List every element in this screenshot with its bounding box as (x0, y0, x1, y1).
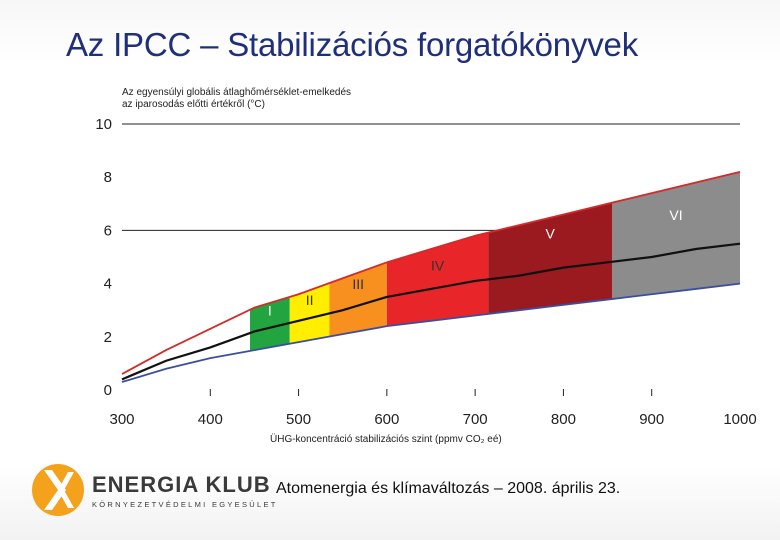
x-tick-label-700: 700 (463, 411, 488, 428)
band-III (329, 262, 387, 337)
y-tick-label-6: 6 (104, 222, 112, 239)
band-label-I: I (268, 303, 272, 319)
logo-subtitle: KÖRNYEZETVÉDELMI EGYESÜLET (92, 500, 278, 509)
chart-panel: Az egyensúlyi globális átlaghőmérséklet-… (84, 76, 762, 454)
band-IV (386, 232, 489, 327)
stabilization-chart: Az egyensúlyi globális átlaghőmérséklet-… (95, 87, 756, 445)
x-tick-label-400: 400 (198, 411, 223, 428)
y-axis-label-line2: az iparosodás előtti értékről (°C) (122, 99, 265, 110)
series-line-best-estimate (121, 242, 741, 381)
band-II (289, 283, 330, 344)
x-axis-label: ÜHG-koncentráció stabilizációs szint (pp… (270, 433, 502, 445)
energia-klub-logo-icon (32, 464, 84, 516)
x-tick-label-800: 800 (551, 411, 576, 428)
y-tick-label-0: 0 (104, 382, 112, 399)
band-V (488, 202, 612, 314)
y-tick-label-2: 2 (104, 329, 112, 346)
x-tick-label-600: 600 (374, 411, 399, 428)
footer-text: Atomenergia és klímaváltozás – 2008. ápr… (276, 480, 621, 497)
y-tick-label-8: 8 (104, 169, 112, 186)
band-VI (611, 171, 740, 300)
x-tick-label-900: 900 (639, 411, 664, 428)
band-label-IV: IV (431, 257, 445, 273)
x-tick-label-500: 500 (286, 411, 311, 428)
series-line-upper (121, 171, 741, 375)
slide-title: Az IPCC – Stabilizációs forgatókönyvek (66, 26, 638, 63)
band-label-III: III (352, 276, 364, 292)
band-label-VI: VI (669, 207, 682, 223)
x-tick-label-300: 300 (109, 411, 134, 428)
band-label-II: II (306, 292, 314, 308)
y-tick-label-4: 4 (104, 276, 112, 293)
band-label-V: V (546, 225, 556, 241)
series-line-lower (121, 282, 741, 383)
band-I (250, 296, 290, 351)
logo-name: ENERGIA KLUB (92, 472, 271, 497)
y-tick-label-10: 10 (95, 116, 112, 133)
y-axis-label-line1: Az egyensúlyi globális átlaghőmérséklet-… (122, 87, 351, 98)
x-tick-label-1000: 1000 (723, 411, 756, 428)
